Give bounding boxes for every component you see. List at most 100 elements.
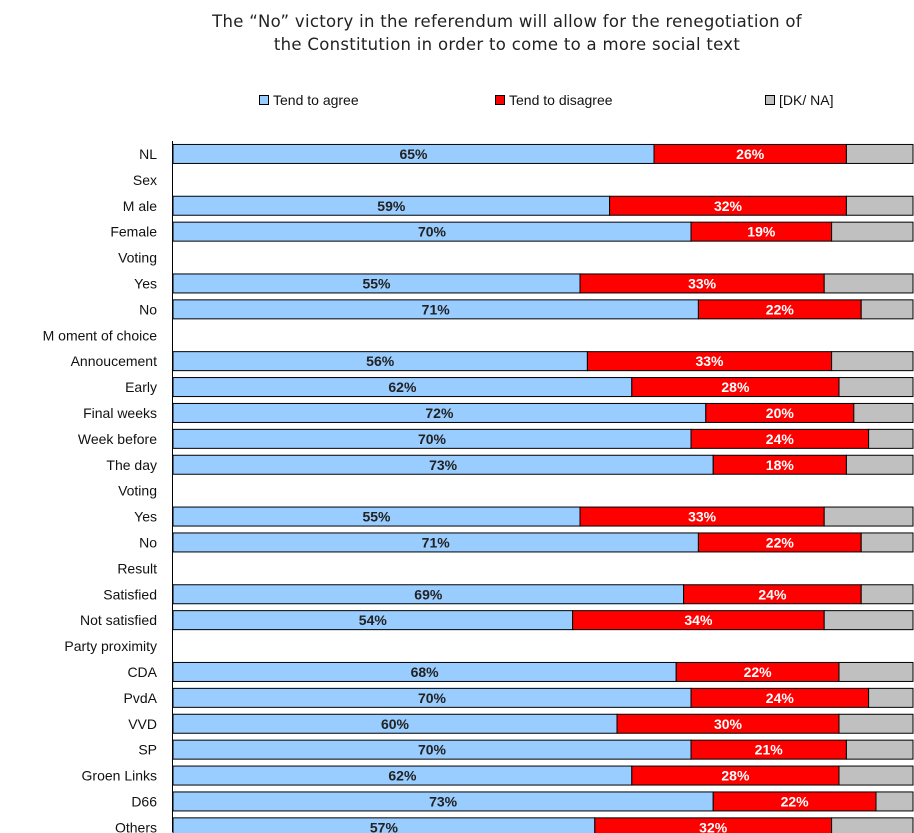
data-label-disagree-early-9: 28% <box>721 379 750 395</box>
data-label-disagree-vvd-22: 30% <box>714 716 743 732</box>
category-label-no-15: No <box>139 534 157 550</box>
category-label-others-26: Others <box>115 819 157 833</box>
bar-dkna-vvd-22 <box>838 713 914 734</box>
bar-dkna-satisfied-17 <box>860 584 914 605</box>
data-label-disagree-week-before-11: 24% <box>766 431 795 447</box>
data-label-agree-cda-20: 68% <box>411 664 440 680</box>
bar-dkna-the-day-12 <box>845 454 914 475</box>
category-label-m-ale-2: M ale <box>123 198 157 214</box>
bar-dkna-no-6 <box>860 299 914 320</box>
category-label-the-day-12: The day <box>106 457 157 473</box>
data-label-agree-week-before-11: 70% <box>418 431 447 447</box>
data-label-agree-satisfied-17: 69% <box>414 586 443 602</box>
category-label-sex-1: Sex <box>133 172 157 188</box>
data-label-disagree-female-3: 19% <box>747 224 776 240</box>
legend-label-dkna: [DK/ NA] <box>779 92 834 108</box>
category-label-week-before-11: Week before <box>78 431 157 447</box>
category-label-female-3: Female <box>110 224 157 240</box>
data-label-disagree-others-26: 32% <box>699 819 728 833</box>
chart-title-line-2: the Constitution in order to come to a m… <box>273 35 741 54</box>
data-label-agree-yes-5: 55% <box>362 275 391 291</box>
category-label-satisfied-17: Satisfied <box>103 586 157 602</box>
data-label-agree-the-day-12: 73% <box>429 457 458 473</box>
data-label-agree-others-26: 57% <box>370 819 399 833</box>
data-label-agree-groen-links-24: 62% <box>388 768 417 784</box>
category-label-party-proximity-19: Party proximity <box>64 638 157 654</box>
bar-dkna-final-weeks-10 <box>853 402 914 423</box>
data-label-disagree-not-satisfied-18: 34% <box>684 612 713 628</box>
data-label-agree-d66-25: 73% <box>429 793 458 809</box>
bar-dkna-others-26 <box>831 817 914 833</box>
data-label-disagree-groen-links-24: 28% <box>721 768 750 784</box>
bar-dkna-not-satisfied-18 <box>823 610 914 631</box>
bar-dkna-groen-links-24 <box>838 765 914 786</box>
chart-legend: Tend to agree Tend to disagree [DK/ NA] <box>0 92 914 112</box>
bar-dkna-sp-23 <box>845 739 914 760</box>
category-label-not-satisfied-18: Not satisfied <box>80 612 157 628</box>
data-label-disagree-m-ale-2: 32% <box>714 198 743 214</box>
data-label-agree-early-9: 62% <box>388 379 417 395</box>
legend-item-dkna: [DK/ NA] <box>765 92 833 108</box>
category-label-voting-13: Voting <box>118 483 157 499</box>
data-label-disagree-annoucement-8: 33% <box>695 353 724 369</box>
bar-dkna-m-ale-2 <box>845 195 914 216</box>
category-label-vvd-22: VVD <box>128 716 157 732</box>
category-label-sp-23: SP <box>138 742 157 758</box>
category-label-groen-links-24: Groen Links <box>82 768 157 784</box>
category-label-yes-5: Yes <box>134 275 157 291</box>
category-label-voting-4: Voting <box>118 250 157 266</box>
category-label-final-weeks-10: Final weeks <box>83 405 157 421</box>
bar-dkna-yes-5 <box>823 273 914 294</box>
data-label-agree-vvd-22: 60% <box>381 716 410 732</box>
bar-dkna-cda-20 <box>838 661 914 682</box>
bar-dkna-no-15 <box>860 532 914 553</box>
chart-title-line-1: The “No” victory in the referendum will … <box>212 12 802 31</box>
category-label-no-6: No <box>139 301 157 317</box>
data-label-agree-nl-0: 65% <box>399 146 428 162</box>
data-label-agree-final-weeks-10: 72% <box>425 405 454 421</box>
data-label-disagree-pvda-21: 24% <box>766 690 795 706</box>
data-label-disagree-satisfied-17: 24% <box>758 586 787 602</box>
category-label-pvda-21: PvdA <box>124 690 158 706</box>
data-label-agree-not-satisfied-18: 54% <box>359 612 388 628</box>
bar-dkna-female-3 <box>831 221 914 242</box>
data-label-disagree-final-weeks-10: 20% <box>766 405 795 421</box>
data-label-disagree-yes-5: 33% <box>688 275 717 291</box>
data-label-agree-pvda-21: 70% <box>418 690 447 706</box>
bar-dkna-annoucement-8 <box>831 351 914 372</box>
category-label-nl-0: NL <box>139 146 157 162</box>
data-label-agree-yes-14: 55% <box>362 509 391 525</box>
legend-swatch-dkna <box>765 95 775 105</box>
data-label-agree-no-15: 71% <box>422 534 451 550</box>
legend-item-disagree: Tend to disagree <box>495 92 613 108</box>
chart-title: The “No” victory in the referendum will … <box>150 10 864 56</box>
category-label-early-9: Early <box>125 379 157 395</box>
category-label-result-16: Result <box>117 560 157 576</box>
bar-dkna-d66-25 <box>875 791 914 812</box>
data-label-disagree-no-15: 22% <box>766 534 795 550</box>
data-label-disagree-nl-0: 26% <box>736 146 765 162</box>
data-label-agree-female-3: 70% <box>418 224 447 240</box>
data-label-agree-m-ale-2: 59% <box>377 198 406 214</box>
data-label-agree-annoucement-8: 56% <box>366 353 395 369</box>
data-label-disagree-the-day-12: 18% <box>766 457 795 473</box>
bar-dkna-nl-0 <box>845 143 914 164</box>
category-label-cda-20: CDA <box>127 664 157 680</box>
data-label-agree-no-6: 71% <box>422 301 451 317</box>
legend-label-disagree: Tend to disagree <box>509 92 613 108</box>
bar-dkna-early-9 <box>838 377 914 398</box>
data-label-disagree-sp-23: 21% <box>755 742 784 758</box>
data-label-agree-sp-23: 70% <box>418 742 447 758</box>
category-label-yes-14: Yes <box>134 509 157 525</box>
category-label-annoucement-8: Annoucement <box>71 353 158 369</box>
category-label-m-oment-of-choice-7: M oment of choice <box>43 327 158 343</box>
legend-item-agree: Tend to agree <box>259 92 359 108</box>
legend-swatch-agree <box>259 95 269 105</box>
bar-dkna-pvda-21 <box>868 687 914 708</box>
bar-dkna-yes-14 <box>823 506 914 527</box>
data-label-disagree-cda-20: 22% <box>744 664 773 680</box>
bar-dkna-week-before-11 <box>868 428 914 449</box>
data-label-disagree-yes-14: 33% <box>688 509 717 525</box>
